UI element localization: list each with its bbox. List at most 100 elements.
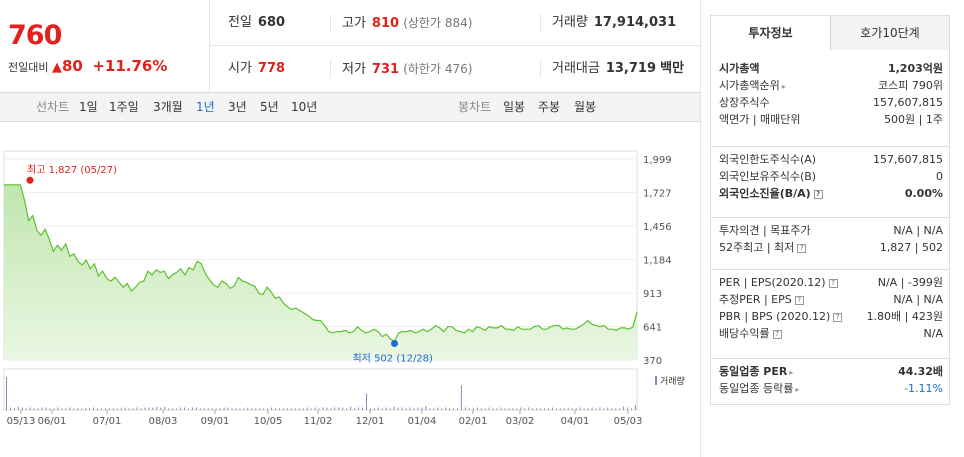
volume-bar [294,408,296,410]
volume-bar [555,408,557,410]
volume-bar [488,407,490,410]
tab-1w[interactable]: 1주일 [109,100,139,114]
volume-bar [548,408,549,410]
info-row: 외국인보유주식수(B) 0 [711,168,949,185]
volume-bar [354,408,356,410]
y-tick-label: 1,456 [643,222,672,233]
volume-bar [53,408,55,410]
price-change: 전일대비 ▲80 +11.76% [8,57,167,75]
info-row: 52주최고 | 최저? 1,827 | 502 [711,239,949,256]
tab-investment-info[interactable]: 투자정보 [711,16,831,50]
volume-bar [635,405,636,410]
volume-bar [116,408,118,410]
arrow-right-icon[interactable]: ▸ [795,385,800,394]
volume-bar [544,408,545,410]
info-value: 1,203억원 [887,62,943,75]
volume-bar [152,407,154,410]
volume-bar [409,407,411,410]
info-row: 액면가 | 매매단위 500원 | 1주 [711,111,949,128]
tab-monthly[interactable]: 월봉 [574,100,597,114]
volume-bar [591,407,593,410]
info-row: 외국인소진율(B/A)? 0.00% [711,185,949,202]
volume-bar [524,408,526,410]
x-tick-label: 03/02 [506,416,535,427]
volume-bar [385,407,387,410]
tab-1d[interactable]: 1일 [79,100,98,114]
tab-10y[interactable]: 10년 [291,100,318,114]
help-icon[interactable]: ? [833,313,843,322]
x-tick-label: 10/05 [254,416,283,427]
volume-bar [330,408,332,410]
tab-3m[interactable]: 3개월 [153,100,183,114]
volume-bar [563,408,565,410]
info-value: N/A [923,327,943,340]
volume-bar [480,408,482,410]
help-icon[interactable]: ? [794,296,804,305]
volume-bar [342,407,344,410]
volume-bar [69,407,71,410]
tab-5y[interactable]: 5년 [260,100,279,114]
volume-bar [536,408,538,410]
volume-bar [132,408,134,410]
info-label: 상장주식수 [719,96,770,109]
y-tick-label: 913 [643,289,662,300]
volume-bar [496,408,498,410]
volume-bar [484,408,486,410]
arrow-right-icon[interactable]: ▸ [789,368,794,377]
price-summary: 전일 680 고가 810 (상한가 884) 거래량 17,914,031 시가 77… [210,0,700,92]
volume-bar [306,407,308,410]
volume-bar [49,408,51,410]
volume-bar [373,408,375,410]
info-row: 시가총액 1,203억원 [711,60,949,77]
help-icon[interactable]: ? [813,190,823,199]
help-icon[interactable]: ? [797,244,807,253]
open-price: 시가 778 [228,61,286,76]
info-label: 외국인보유주식수(B) [719,170,817,183]
info-row: 상장주식수 157,607,815 [711,94,949,111]
tab-1y[interactable]: 1년 [196,100,215,114]
help-icon[interactable]: ? [772,330,782,339]
volume-bar [124,407,126,410]
volume-bar [25,408,27,410]
volume-bar [587,408,589,410]
arrow-right-icon[interactable]: ▸ [781,82,786,91]
volume-bar [73,408,75,410]
volume-bar [500,407,502,410]
info-row: 외국인한도주식수(A) 157,607,815 [711,151,949,168]
info-label: 52주최고 | 최저? [719,239,807,256]
tab-daily[interactable]: 일봉 [503,100,526,114]
volume-bar [437,407,439,410]
volume-bar [520,407,522,410]
volume-bar [172,408,174,410]
volume-bar [492,408,494,410]
info-value: 0.00% [904,187,943,200]
volume-bar [512,408,514,410]
x-tick-label: 08/03 [149,416,178,427]
volume-bar [457,408,458,410]
tab-order-book[interactable]: 호가10단계 [831,16,949,50]
info-label: 시가총액순위 ▸ [719,79,786,92]
volume-bar [259,408,261,410]
volume-bar [120,408,122,410]
volume-bar [314,407,316,410]
y-tick-label: 370 [643,356,662,367]
y-tick-label: 1,184 [643,256,672,267]
volume-bar [334,407,336,410]
volume-bar [567,407,569,410]
volume-bar [211,408,213,410]
price-block: 760 전일대비 ▲80 +11.76% [0,0,210,92]
tab-3y[interactable]: 3년 [228,100,247,114]
volume-bar [393,406,395,410]
volume-bar [389,408,391,410]
volume-bar [188,408,189,410]
tab-weekly[interactable]: 주봉 [538,100,561,114]
volume-bar [445,407,447,410]
info-label: 동일업종 등락률 ▸ [719,382,800,395]
volume-bar [112,408,114,410]
help-icon[interactable]: ? [828,279,838,288]
info-value: 44.32배 [898,365,943,378]
volume-bar [195,407,197,410]
current-price: 760 [8,20,62,51]
info-label: 배당수익률? [719,325,782,342]
volume-bar [77,408,79,410]
